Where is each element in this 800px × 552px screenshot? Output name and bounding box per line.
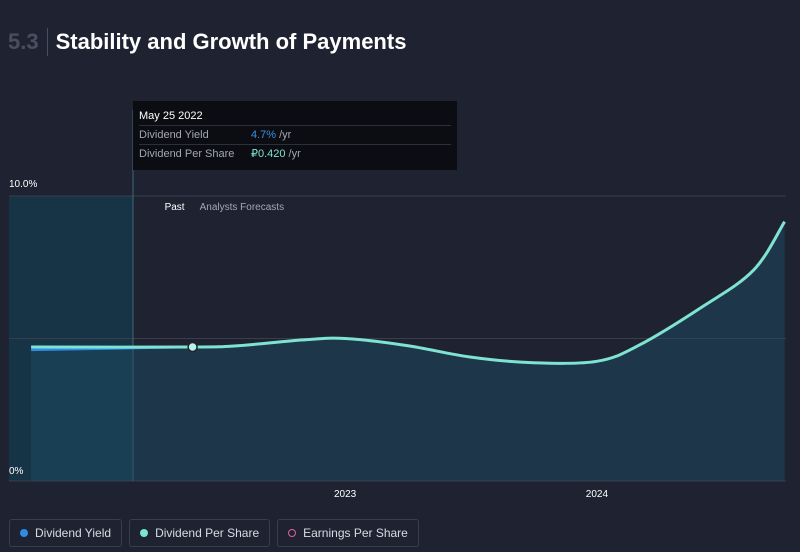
tooltip-unit-dps: /yr — [288, 148, 301, 160]
dividend-per-share-line — [31, 220, 786, 365]
legend-label: Dividend Per Share — [155, 526, 260, 540]
tooltip-label-yield: Dividend Yield — [139, 129, 209, 141]
highlight-point — [187, 341, 198, 353]
tooltip-label-dps: Dividend Per Share — [139, 148, 235, 160]
legend-dot-icon — [20, 529, 28, 537]
section-number: 5.3 — [8, 28, 48, 56]
tooltip-date: May 25 2022 — [139, 110, 203, 122]
x-tick-label: 2023 — [334, 489, 357, 500]
dividend-per-share-area — [31, 221, 785, 481]
chart-legend: Dividend Yield Dividend Per Share Earnin… — [9, 519, 426, 547]
legend-ring-icon — [288, 529, 297, 537]
x-tick-label: 2024 — [586, 489, 609, 500]
legend-item-dividend-per-share[interactable]: Dividend Per Share — [129, 519, 271, 547]
section-header: 5.3 Stability and Growth of Payments — [8, 26, 406, 58]
forecast-region-label: Analysts Forecasts — [200, 202, 284, 213]
legend-label: Dividend Yield — [35, 526, 112, 540]
tooltip-unit-yield: /yr — [279, 129, 292, 141]
tooltip-value-dps: ₽0.420 — [251, 148, 286, 160]
page-title: Stability and Growth of Payments — [55, 29, 407, 54]
past-region-label: Past — [165, 202, 185, 213]
tooltip-row-dps: Dividend Per Share ₽0.420 /yr — [139, 144, 451, 163]
y-tick-label-top: 10.0% — [9, 179, 37, 190]
y-tick-label-bottom: 0% — [9, 466, 24, 477]
legend-dot-icon — [140, 529, 149, 537]
tooltip-row-yield: Dividend Yield 4.7% /yr — [139, 125, 451, 144]
chart-tooltip: May 25 2022 Dividend Yield 4.7% /yr Divi… — [133, 101, 457, 170]
legend-item-earnings-per-share[interactable]: Earnings Per Share — [277, 519, 419, 547]
legend-label: Earnings Per Share — [303, 526, 408, 540]
tooltip-value-yield: 4.7% — [251, 129, 277, 141]
legend-item-dividend-yield[interactable]: Dividend Yield — [9, 519, 123, 547]
dividend-chart: 10.0% 0% 2023 2024 Past Analysts Forecasts — [9, 110, 786, 500]
